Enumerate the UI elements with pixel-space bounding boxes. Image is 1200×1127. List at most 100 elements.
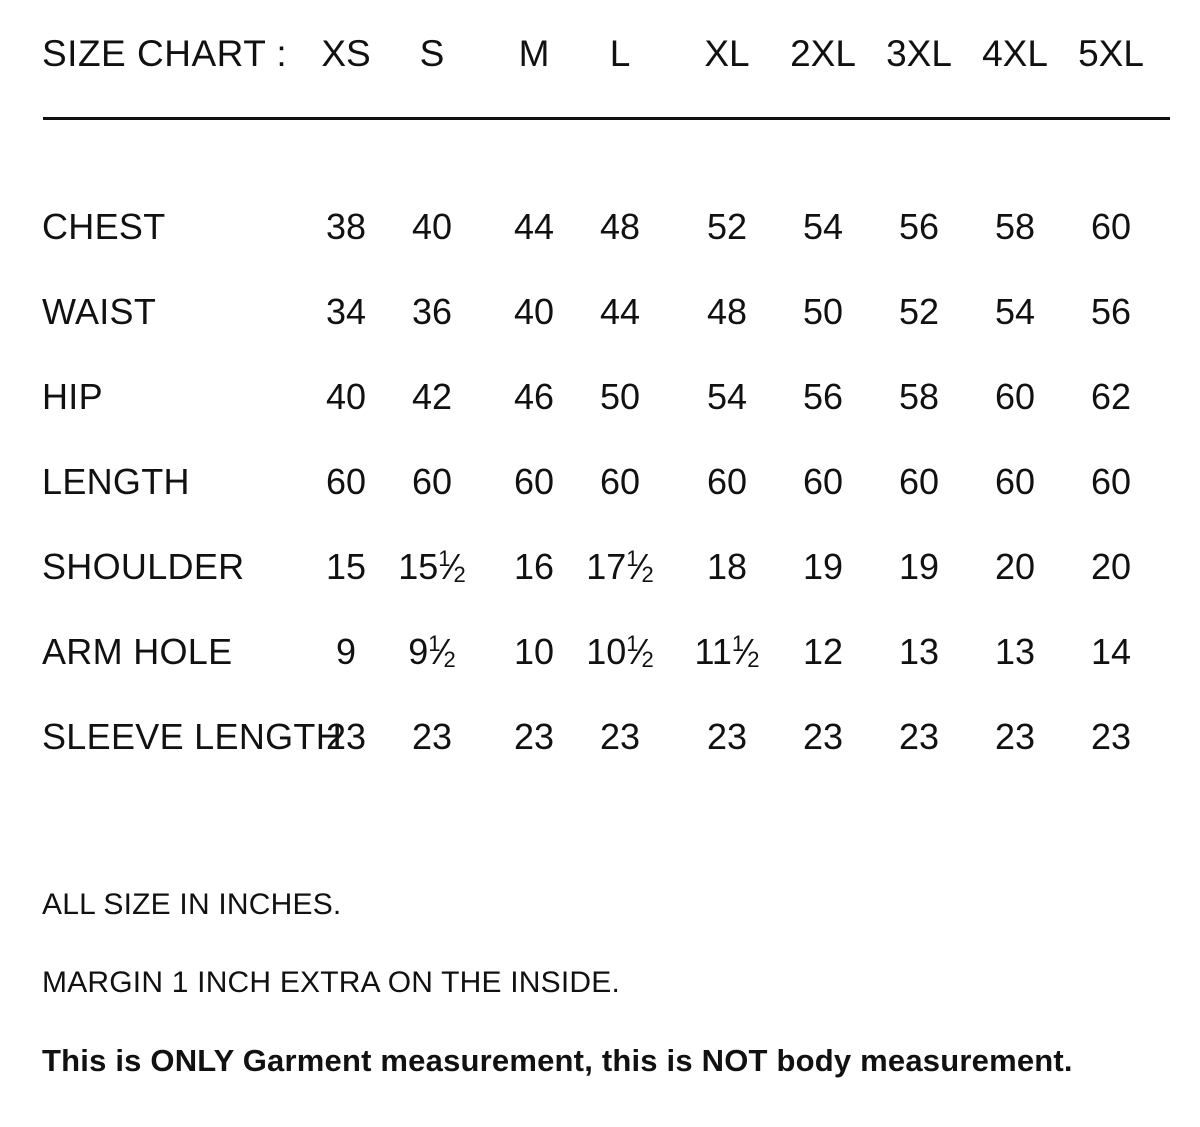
measurement-cell: 56 bbox=[1090, 291, 1132, 332]
measurement-cell: 36 bbox=[411, 291, 453, 332]
measurement-cell: 56 bbox=[898, 206, 940, 247]
measurement-cell: 56 bbox=[802, 376, 844, 417]
footer-note: ALL SIZE IN INCHES. bbox=[42, 888, 342, 921]
measurement-cell: 101⁄2 bbox=[586, 630, 654, 674]
measurement-cell: 54 bbox=[706, 376, 748, 417]
size-column-header: XL bbox=[704, 33, 750, 74]
measurement-cell: 50 bbox=[599, 376, 641, 417]
measurement-cell: 23 bbox=[599, 716, 641, 757]
measurement-cell: 60 bbox=[898, 461, 940, 502]
table-row: WAIST 34 36 40 44 48 50 52 54 56 bbox=[0, 290, 1200, 375]
fraction-value: 171⁄2 bbox=[586, 546, 654, 587]
measurement-cell: 40 bbox=[325, 376, 367, 417]
table-row: SLEEVE LENGTH 23 23 23 23 23 23 23 23 23 bbox=[0, 715, 1200, 800]
measurement-label: HIP bbox=[42, 376, 103, 417]
measurements-table-body: CHEST 38 40 44 48 52 54 56 58 60 WAIST 34 36 40 44 48 50… bbox=[0, 205, 1200, 800]
measurement-cell: 54 bbox=[994, 291, 1036, 332]
header-divider-rule bbox=[43, 117, 1170, 120]
measurement-cell: 151⁄2 bbox=[398, 545, 466, 589]
footer-notes: ALL SIZE IN INCHES. MARGIN 1 INCH EXTRA O… bbox=[42, 885, 1182, 1081]
measurement-cell: 42 bbox=[411, 376, 453, 417]
measurement-cell: 50 bbox=[802, 291, 844, 332]
measurement-cell: 34 bbox=[325, 291, 367, 332]
measurement-cell: 62 bbox=[1090, 376, 1132, 417]
measurement-cell: 12 bbox=[802, 631, 844, 672]
fraction-value: 151⁄2 bbox=[398, 546, 466, 587]
measurement-label: LENGTH bbox=[42, 461, 190, 502]
measurement-cell: 23 bbox=[994, 716, 1036, 757]
measurement-cell: 40 bbox=[513, 291, 555, 332]
measurement-cell: 52 bbox=[706, 206, 748, 247]
measurement-cell: 60 bbox=[325, 461, 367, 502]
measurement-label: ARM HOLE bbox=[42, 631, 233, 672]
size-column-header: 5XL bbox=[1078, 33, 1144, 74]
fraction-value: 101⁄2 bbox=[586, 631, 654, 672]
measurement-cell: 60 bbox=[1090, 206, 1132, 247]
measurement-cell: 60 bbox=[802, 461, 844, 502]
measurement-cell: 58 bbox=[994, 206, 1036, 247]
measurement-cell: 60 bbox=[411, 461, 453, 502]
fraction-value: 111⁄2 bbox=[694, 631, 760, 672]
measurement-cell: 54 bbox=[802, 206, 844, 247]
footer-note-emphasis: This is ONLY Garment measurement, this i… bbox=[42, 1043, 1073, 1078]
measurement-cell: 20 bbox=[1090, 546, 1132, 587]
page-title: SIZE CHART : bbox=[42, 33, 288, 74]
measurement-cell: 23 bbox=[325, 716, 367, 757]
measurement-cell: 16 bbox=[513, 546, 555, 587]
fraction-value: 91⁄2 bbox=[408, 631, 456, 672]
measurement-cell: 44 bbox=[599, 291, 641, 332]
measurement-cell: 48 bbox=[706, 291, 748, 332]
table-row: SHOULDER 15 151⁄2 16 171⁄2 18 19 19 20 20 bbox=[0, 545, 1200, 630]
measurement-cell: 23 bbox=[802, 716, 844, 757]
size-column-header: S bbox=[419, 33, 445, 74]
measurement-cell: 38 bbox=[325, 206, 367, 247]
measurement-cell: 19 bbox=[898, 546, 940, 587]
measurement-cell: 52 bbox=[898, 291, 940, 332]
size-column-header: 4XL bbox=[982, 33, 1048, 74]
measurement-cell: 10 bbox=[513, 631, 555, 672]
measurement-cell: 23 bbox=[411, 716, 453, 757]
measurement-cell: 14 bbox=[1090, 631, 1132, 672]
measurement-cell: 13 bbox=[898, 631, 940, 672]
measurement-cell: 60 bbox=[994, 461, 1036, 502]
measurement-cell: 20 bbox=[994, 546, 1036, 587]
table-row: CHEST 38 40 44 48 52 54 56 58 60 bbox=[0, 205, 1200, 290]
measurement-cell: 23 bbox=[1090, 716, 1132, 757]
measurement-label: SHOULDER bbox=[42, 546, 245, 587]
size-column-header: 2XL bbox=[790, 33, 856, 74]
size-column-header: M bbox=[518, 33, 550, 74]
measurement-label: SLEEVE LENGTH bbox=[42, 716, 343, 757]
measurement-cell: 23 bbox=[706, 716, 748, 757]
measurement-cell: 15 bbox=[325, 546, 367, 587]
table-row: LENGTH 60 60 60 60 60 60 60 60 60 bbox=[0, 460, 1200, 545]
size-column-header: XS bbox=[321, 33, 371, 74]
measurement-cell: 60 bbox=[706, 461, 748, 502]
measurement-cell: 19 bbox=[802, 546, 844, 587]
size-column-header: L bbox=[609, 33, 631, 74]
measurement-cell: 44 bbox=[513, 206, 555, 247]
table-row: HIP 40 42 46 50 54 56 58 60 62 bbox=[0, 375, 1200, 460]
measurement-label: WAIST bbox=[42, 291, 157, 332]
measurement-cell: 23 bbox=[898, 716, 940, 757]
measurement-cell: 111⁄2 bbox=[695, 630, 760, 674]
measurement-cell: 91⁄2 bbox=[408, 630, 456, 674]
measurement-label: CHEST bbox=[42, 206, 166, 247]
measurement-cell: 60 bbox=[513, 461, 555, 502]
measurement-cell: 60 bbox=[994, 376, 1036, 417]
measurement-cell: 13 bbox=[994, 631, 1036, 672]
measurement-cell: 48 bbox=[599, 206, 641, 247]
measurement-cell: 58 bbox=[898, 376, 940, 417]
size-column-header: 3XL bbox=[886, 33, 952, 74]
size-chart-header-row: SIZE CHART : XS S M L XL 2XL 3XL 4XL 5XL bbox=[0, 30, 1200, 90]
footer-note: MARGIN 1 INCH EXTRA ON THE INSIDE. bbox=[42, 966, 621, 999]
measurement-cell: 40 bbox=[411, 206, 453, 247]
measurement-cell: 171⁄2 bbox=[586, 545, 654, 589]
measurement-cell: 60 bbox=[599, 461, 641, 502]
measurement-cell: 23 bbox=[513, 716, 555, 757]
measurement-cell: 18 bbox=[706, 546, 748, 587]
measurement-cell: 60 bbox=[1090, 461, 1132, 502]
table-row: ARM HOLE 9 91⁄2 10 101⁄2 111⁄2 12 13 13 14 bbox=[0, 630, 1200, 715]
measurement-cell: 46 bbox=[513, 376, 555, 417]
measurement-cell: 9 bbox=[335, 631, 357, 672]
